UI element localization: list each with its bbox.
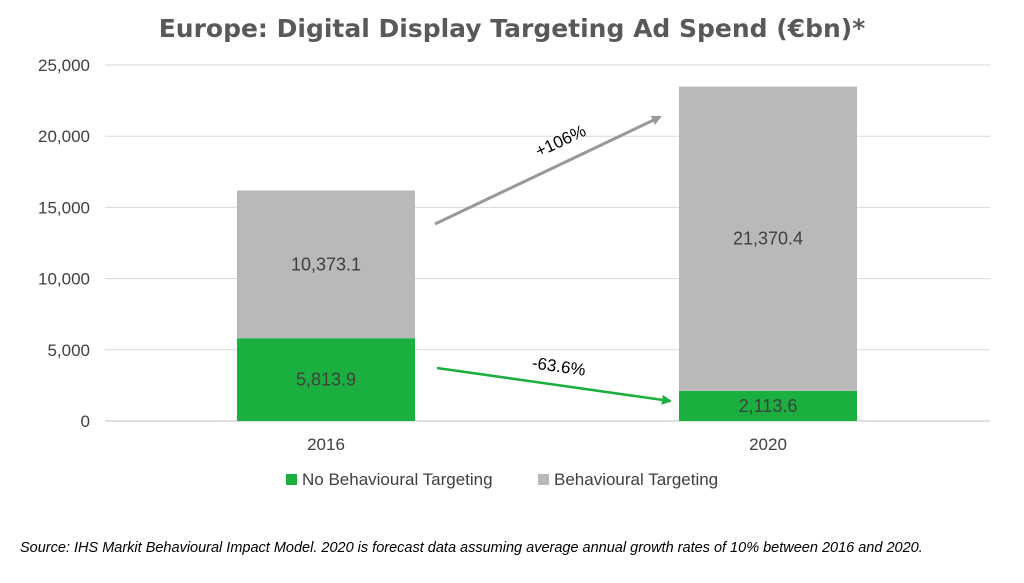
bars: 5,813.9 10,373.1 2,113.6 21,370.4 [237, 86, 857, 421]
x-tick-label: 2020 [749, 435, 787, 454]
y-tick-label: 25,000 [38, 56, 90, 75]
legend-swatch [286, 474, 297, 485]
decline-arrow [436, 366, 672, 405]
y-tick-label: 5,000 [47, 341, 90, 360]
y-axis: 0 5,000 10,000 15,000 20,000 25,000 [38, 56, 90, 431]
growth-arrow [434, 115, 662, 226]
data-label: 21,370.4 [733, 229, 803, 249]
y-tick-label: 20,000 [38, 127, 90, 146]
annotations: +106%-63.6% [434, 115, 672, 405]
stacked-bar-chart: 0 5,000 10,000 15,000 20,000 25,000 5,813.9 10… [38, 56, 990, 489]
legend-swatch [538, 474, 549, 485]
legend-label: No Behavioural Targeting [302, 470, 493, 489]
data-label: 5,813.9 [296, 370, 356, 390]
source-note: Source: IHS Markit Behavioural Impact Mo… [20, 540, 923, 556]
decline-annotation: -63.6% [531, 353, 587, 379]
data-label: 10,373.1 [291, 254, 361, 274]
legend-label: Behavioural Targeting [554, 470, 718, 489]
chart-title: Europe: Digital Display Targeting Ad Spe… [158, 14, 866, 43]
data-label: 2,113.6 [739, 396, 798, 416]
bar-segment [237, 338, 415, 421]
legend: No Behavioural Targeting Behavioural Targ… [286, 470, 718, 489]
bar-segment [237, 190, 415, 339]
bar-segment [679, 86, 857, 391]
y-tick-label: 15,000 [38, 198, 90, 217]
x-axis: 2016 2020 [307, 435, 787, 454]
y-tick-label: 10,000 [38, 270, 90, 289]
x-tick-label: 2016 [307, 435, 345, 454]
y-tick-label: 0 [81, 412, 90, 431]
bar-segment [679, 390, 857, 421]
